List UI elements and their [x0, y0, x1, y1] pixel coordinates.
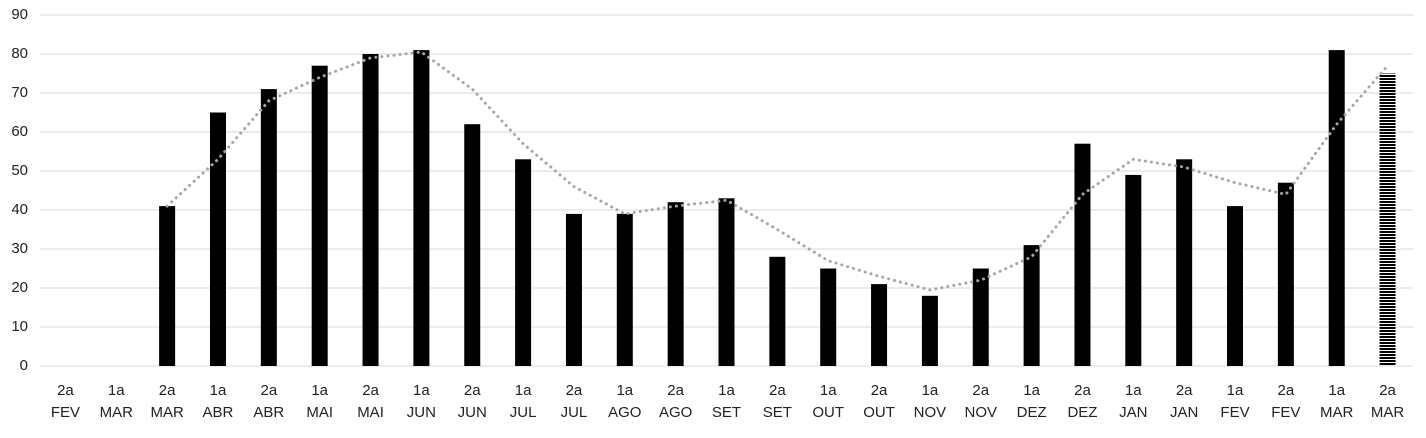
x-tick-label: MAR: [1371, 404, 1405, 421]
bar: [1176, 159, 1193, 366]
x-tick-label: DEZ: [1067, 404, 1097, 421]
x-tick-label: AGO: [659, 404, 692, 421]
x-tick-label: 2a: [260, 382, 277, 399]
x-tick-label: 1a: [922, 382, 939, 399]
x-tick-label: 2a: [1379, 382, 1396, 399]
bar: [1379, 73, 1396, 366]
x-tick-label: 2a: [464, 382, 481, 399]
y-tick-label: 90: [11, 6, 28, 23]
x-tick-label: 1a: [515, 382, 532, 399]
bar: [209, 112, 226, 366]
x-tick-label: 1a: [1125, 382, 1142, 399]
bar: [362, 54, 379, 366]
trend-line: [165, 50, 1390, 292]
bar: [769, 256, 786, 366]
x-tick-label: MAR: [150, 404, 184, 421]
y-tick-label: 80: [11, 45, 28, 62]
x-tick-label: NOV: [914, 404, 947, 421]
bar: [1023, 245, 1040, 366]
x-tick-label: 1a: [108, 382, 125, 399]
x-tick-label: 2a: [159, 382, 176, 399]
bar: [159, 206, 176, 366]
y-tick-label: 50: [11, 162, 28, 179]
x-tick-label: OUT: [812, 404, 844, 421]
x-tick-label: 2a: [57, 382, 74, 399]
bar: [1074, 143, 1091, 366]
bar: [616, 213, 633, 366]
x-tick-label: ABR: [203, 404, 234, 421]
y-tick-label: 0: [20, 357, 28, 374]
y-tick-label: 70: [11, 84, 28, 101]
x-tick-label: 2a: [1176, 382, 1193, 399]
bar: [413, 50, 430, 366]
bar: [1125, 174, 1142, 366]
x-tick-label: OUT: [863, 404, 895, 421]
x-tick-label: 1a: [1328, 382, 1345, 399]
bar: [1277, 182, 1294, 366]
bar: [464, 124, 481, 366]
x-tick-label: 1a: [1023, 382, 1040, 399]
x-tick-label: 2a: [566, 382, 583, 399]
x-tick-label: NOV: [965, 404, 998, 421]
x-tick-label: JUN: [458, 404, 487, 421]
bar: [260, 89, 277, 366]
y-tick-label: 30: [11, 240, 28, 257]
bar: [667, 202, 684, 366]
x-tick-label: 2a: [1278, 382, 1295, 399]
x-tick-label: SET: [712, 404, 741, 421]
x-tick-label: FEV: [51, 404, 80, 421]
x-tick-label: JAN: [1170, 404, 1198, 421]
bar: [515, 159, 532, 366]
y-tick-label: 10: [11, 318, 28, 335]
bar: [565, 213, 582, 366]
x-tick-label: 1a: [1227, 382, 1244, 399]
bar: [820, 268, 837, 366]
y-tick-label: 20: [11, 279, 28, 296]
x-tick-label: 2a: [362, 382, 379, 399]
x-tick-label: DEZ: [1017, 404, 1047, 421]
bar: [921, 295, 938, 366]
x-tick-label: JUN: [407, 404, 436, 421]
bar: [972, 268, 989, 366]
bar: [311, 65, 328, 366]
x-tick-label: ABR: [253, 404, 284, 421]
x-tick-label: 2a: [972, 382, 989, 399]
x-tick-label: FEV: [1271, 404, 1300, 421]
x-tick-label: JUL: [510, 404, 537, 421]
bar: [1227, 206, 1244, 366]
x-tick-label: 1a: [311, 382, 328, 399]
bar: [1328, 50, 1345, 366]
x-tick-label: 1a: [210, 382, 227, 399]
x-tick-label: 2a: [1074, 382, 1091, 399]
x-tick-label: SET: [763, 404, 792, 421]
x-tick-label: 1a: [718, 382, 735, 399]
y-tick-label: 40: [11, 201, 28, 218]
x-tick-label: 2a: [769, 382, 786, 399]
bar: [871, 284, 888, 366]
x-tick-label: 2a: [871, 382, 888, 399]
y-tick-label: 60: [11, 123, 28, 140]
x-tick-label: MAI: [357, 404, 384, 421]
x-tick-label: 1a: [820, 382, 837, 399]
x-tick-label: AGO: [608, 404, 641, 421]
bar: [718, 198, 735, 366]
x-tick-label: MAR: [1320, 404, 1354, 421]
x-tick-label: 1a: [413, 382, 430, 399]
x-tick-label: 1a: [616, 382, 633, 399]
x-tick-label: 2a: [667, 382, 684, 399]
x-tick-label: JAN: [1119, 404, 1147, 421]
x-tick-label: JUL: [561, 404, 588, 421]
x-tick-label: MAI: [306, 404, 333, 421]
x-tick-label: MAR: [100, 404, 134, 421]
x-tick-label: FEV: [1220, 404, 1249, 421]
